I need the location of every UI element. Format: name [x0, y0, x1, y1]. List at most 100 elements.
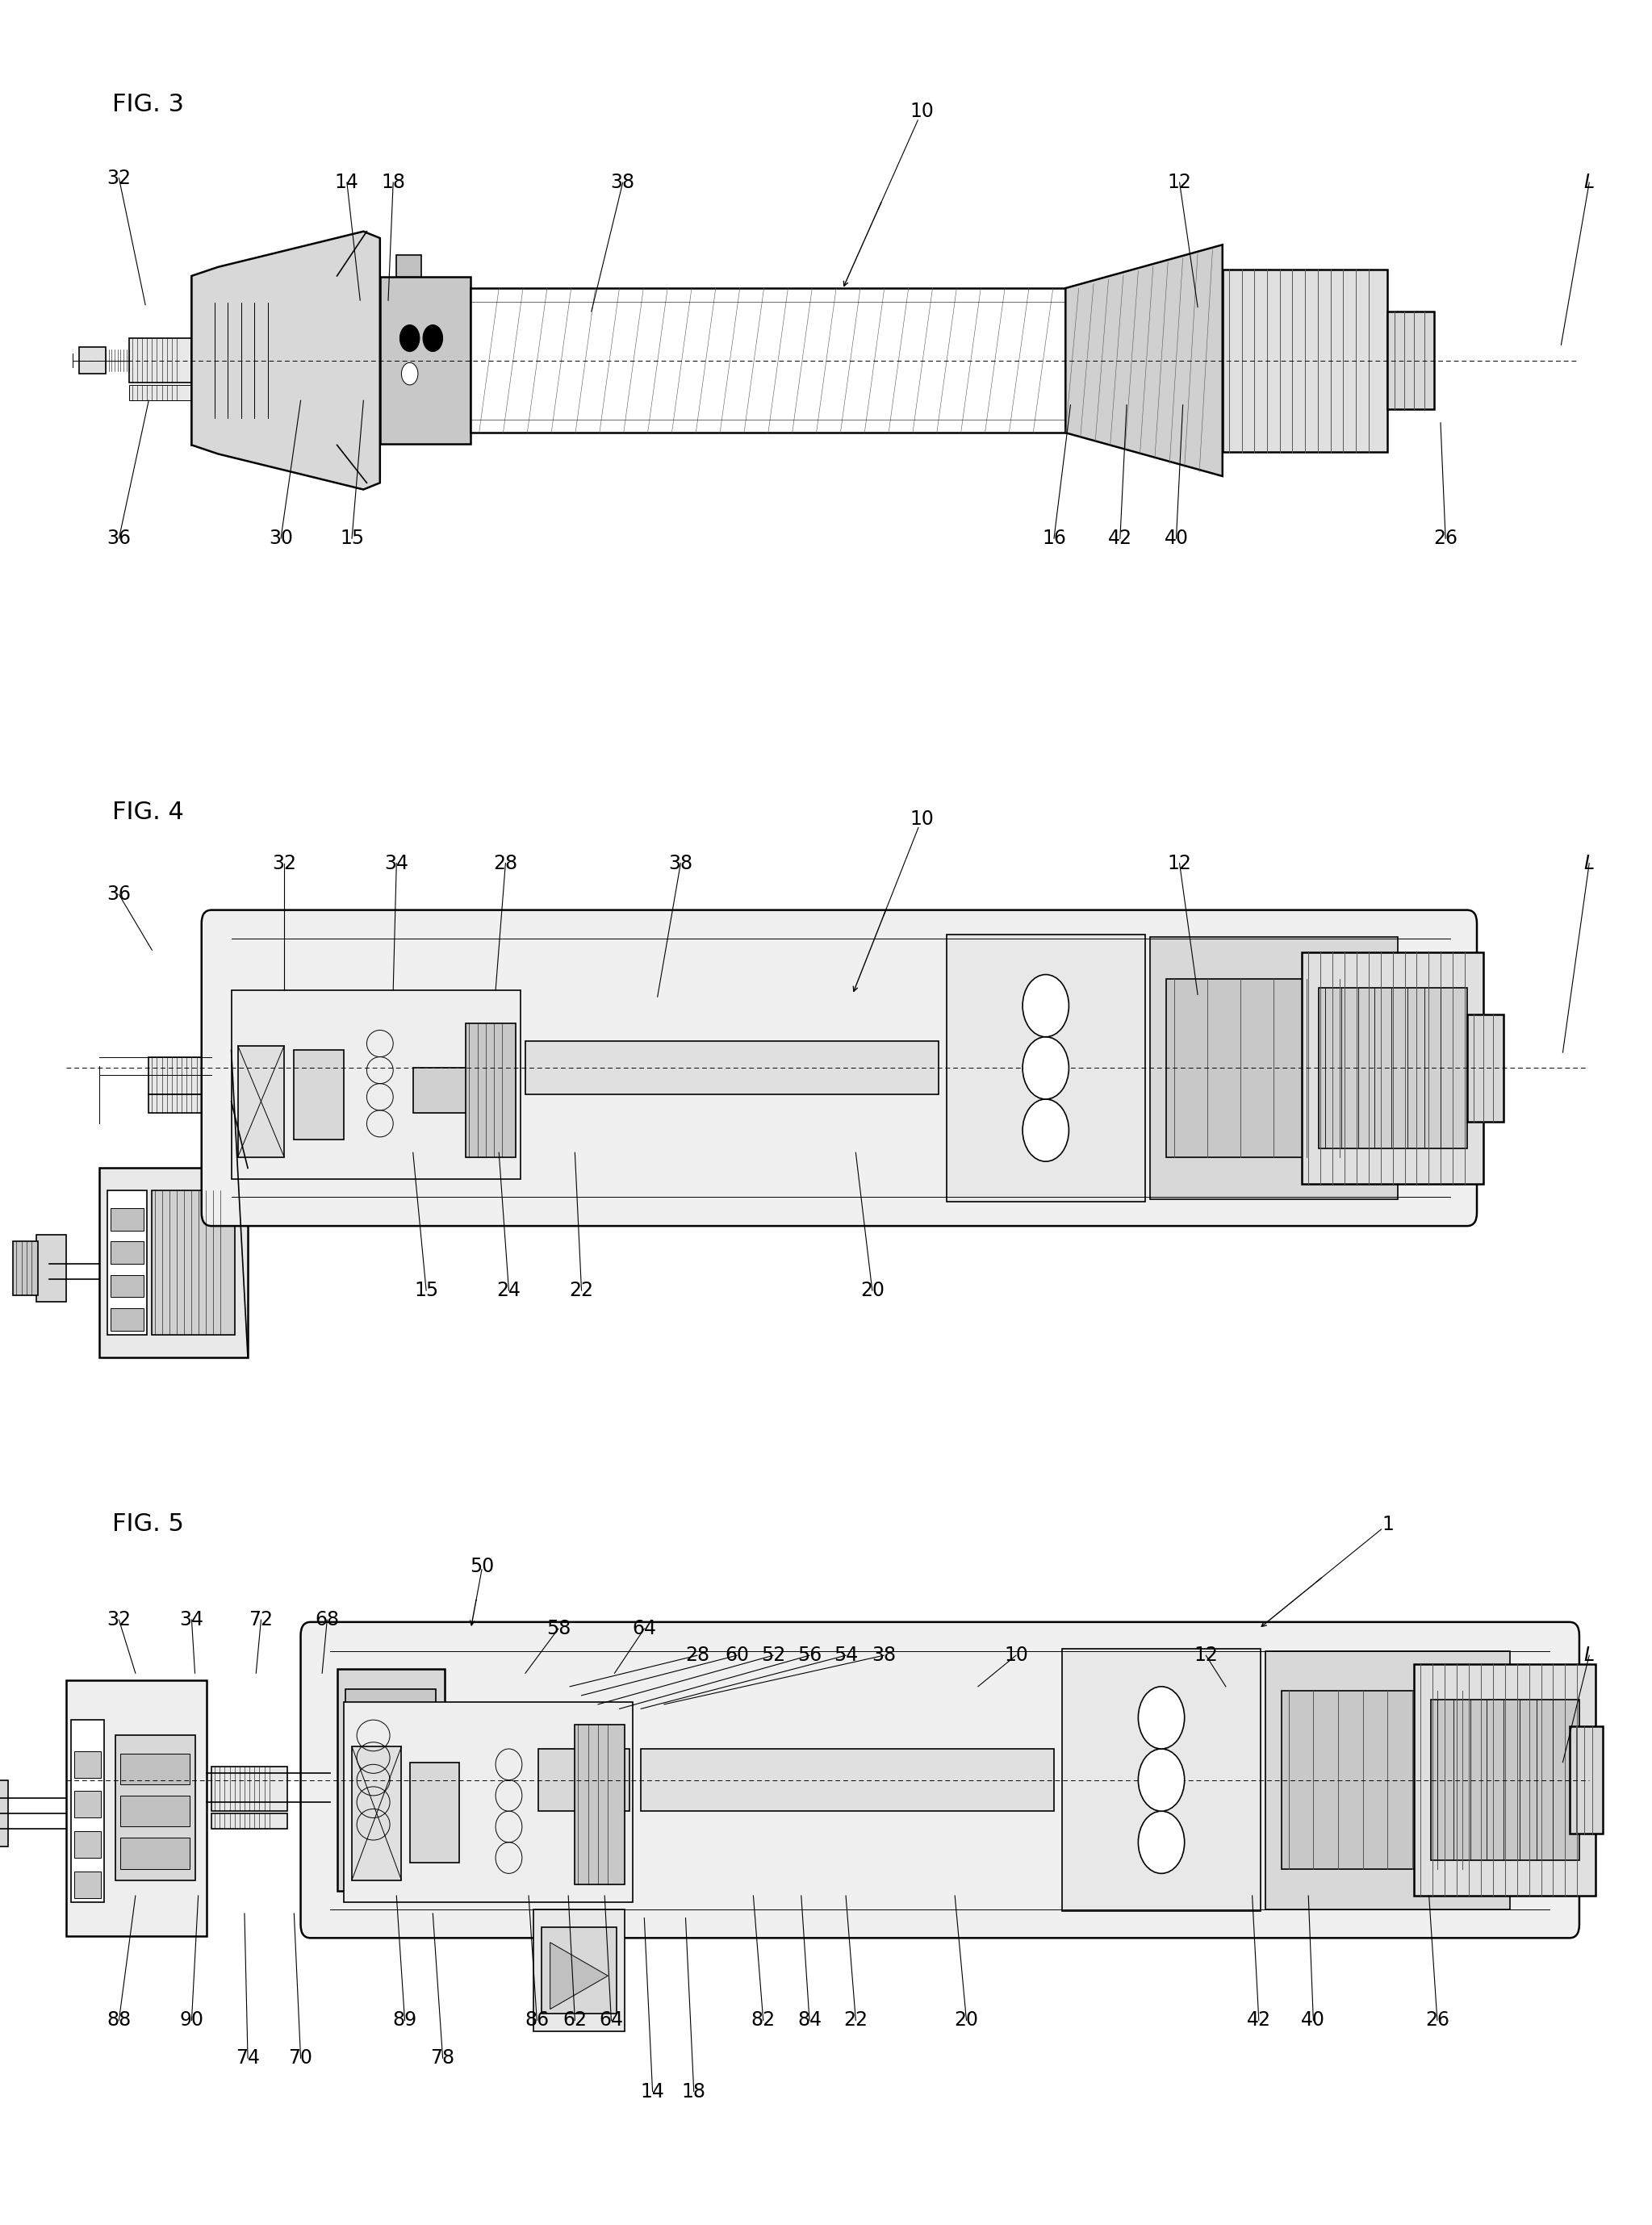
- Bar: [121, 1796, 190, 1827]
- Text: 10: 10: [910, 102, 933, 120]
- Bar: [413, 1068, 512, 1112]
- Text: 89: 89: [393, 2011, 416, 2029]
- Bar: [0, 1780, 8, 1847]
- Text: 18: 18: [682, 2083, 705, 2100]
- Text: 32: 32: [273, 854, 296, 872]
- Text: 74: 74: [236, 2049, 259, 2067]
- Text: 54: 54: [834, 1647, 857, 1664]
- Text: 32: 32: [107, 1611, 131, 1629]
- Bar: [1388, 312, 1434, 409]
- Text: 64: 64: [600, 2011, 623, 2029]
- Text: L: L: [1584, 1647, 1594, 1664]
- Text: 32: 32: [107, 169, 131, 187]
- Bar: [410, 1762, 459, 1862]
- Bar: [542, 1927, 616, 2014]
- Text: 12: 12: [1194, 1647, 1218, 1664]
- Text: 12: 12: [1168, 854, 1191, 872]
- Bar: [74, 1791, 101, 1818]
- Text: FIG. 4: FIG. 4: [112, 801, 183, 823]
- Text: 40: 40: [1165, 530, 1188, 547]
- Bar: [121, 1753, 190, 1784]
- Text: 24: 24: [497, 1282, 520, 1299]
- Text: 12: 12: [1168, 174, 1191, 191]
- Bar: [1265, 1651, 1510, 1909]
- Bar: [1431, 1700, 1579, 1860]
- Bar: [294, 1050, 344, 1139]
- Text: 72: 72: [249, 1611, 273, 1629]
- Bar: [111, 1242, 144, 1264]
- Bar: [1414, 1664, 1596, 1896]
- Text: 14: 14: [641, 2083, 664, 2100]
- Text: 42: 42: [1108, 530, 1132, 547]
- Text: 16: 16: [1042, 530, 1066, 547]
- Polygon shape: [1066, 245, 1222, 476]
- Bar: [947, 935, 1145, 1202]
- Text: 86: 86: [525, 2011, 548, 2029]
- Text: 15: 15: [415, 1282, 438, 1299]
- Text: 88: 88: [107, 2011, 131, 2029]
- Bar: [466, 1024, 515, 1157]
- Text: 34: 34: [180, 1611, 203, 1629]
- Bar: [129, 338, 192, 383]
- Bar: [66, 1680, 206, 1936]
- Text: 10: 10: [1004, 1647, 1028, 1664]
- Bar: [539, 1749, 629, 1811]
- Bar: [152, 1190, 235, 1335]
- Bar: [79, 347, 106, 374]
- Text: 14: 14: [335, 174, 358, 191]
- Circle shape: [1023, 1099, 1069, 1161]
- Circle shape: [1023, 1037, 1069, 1099]
- Bar: [74, 1831, 101, 1858]
- Bar: [337, 1669, 444, 1891]
- Text: 78: 78: [431, 2049, 454, 2067]
- Circle shape: [1138, 1749, 1184, 1811]
- Bar: [534, 1909, 624, 2031]
- Bar: [129, 385, 192, 400]
- Bar: [1302, 952, 1483, 1184]
- Bar: [1222, 269, 1388, 452]
- Text: 22: 22: [570, 1282, 593, 1299]
- Text: 34: 34: [385, 854, 408, 872]
- Bar: [641, 1749, 1054, 1811]
- Bar: [149, 1057, 215, 1095]
- Text: 58: 58: [547, 1620, 570, 1638]
- Circle shape: [1138, 1687, 1184, 1749]
- Text: 68: 68: [316, 1611, 339, 1629]
- Bar: [111, 1275, 144, 1297]
- Text: 38: 38: [669, 854, 692, 872]
- Bar: [208, 303, 278, 418]
- Text: 26: 26: [1434, 530, 1457, 547]
- Text: 38: 38: [872, 1647, 895, 1664]
- Text: 62: 62: [563, 2011, 586, 2029]
- Circle shape: [1023, 975, 1069, 1037]
- Text: FIG. 3: FIG. 3: [112, 93, 183, 116]
- Text: 30: 30: [269, 530, 292, 547]
- Text: 26: 26: [1426, 2011, 1449, 2029]
- Text: 38: 38: [611, 174, 634, 191]
- Bar: [192, 276, 337, 445]
- Circle shape: [1138, 1811, 1184, 1873]
- Bar: [36, 1235, 66, 1302]
- Text: 20: 20: [955, 2011, 978, 2029]
- Text: 1: 1: [1381, 1515, 1394, 1533]
- Bar: [575, 1724, 624, 1885]
- Text: L: L: [1584, 854, 1594, 872]
- Bar: [231, 990, 520, 1179]
- Text: 82: 82: [752, 2011, 775, 2029]
- Bar: [1166, 979, 1381, 1157]
- Polygon shape: [192, 231, 380, 490]
- Bar: [345, 1689, 436, 1880]
- Text: 18: 18: [382, 174, 405, 191]
- Bar: [525, 1041, 938, 1095]
- Bar: [344, 1702, 633, 1902]
- Bar: [74, 1751, 101, 1778]
- Text: 42: 42: [1247, 2011, 1270, 2029]
- Text: 64: 64: [633, 1620, 656, 1638]
- Text: 60: 60: [725, 1647, 748, 1664]
- Bar: [107, 1190, 147, 1335]
- Bar: [396, 256, 421, 278]
- Text: 20: 20: [861, 1282, 884, 1299]
- Bar: [13, 1242, 38, 1295]
- Text: L: L: [1584, 174, 1594, 191]
- Bar: [1062, 1649, 1260, 1911]
